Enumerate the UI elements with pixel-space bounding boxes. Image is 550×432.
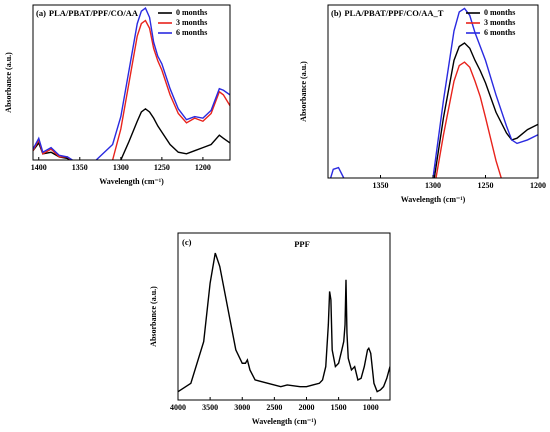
spectrum-line [435,61,502,178]
y-axis-label: Absorbance (a.u.) [299,61,308,122]
x-tick-label: 1300 [113,163,129,172]
panel-label: (c) [182,237,192,247]
legend-label: 3 months [484,18,515,27]
x-tick-label: 4000 [170,403,186,412]
x-axis-label: Wavelength (cm⁻¹) [99,177,164,186]
legend-label: 0 months [484,8,515,17]
x-tick-label: 1200 [195,163,211,172]
y-axis-label: Absorbance (a.u.) [4,52,13,113]
legend-label: 6 months [484,28,515,37]
x-tick-label: 1250 [154,163,170,172]
x-tick-label: 2500 [266,403,282,412]
legend-label: 0 months [176,8,207,17]
spectrum-line [33,19,230,160]
x-tick-label: 3000 [234,403,250,412]
x-tick-label: 1500 [331,403,347,412]
x-tick-label: 1350 [72,163,88,172]
plot-frame [32,4,231,161]
x-tick-label: 3500 [202,403,218,412]
spectrum-line [33,7,230,160]
panel-label: (b) [331,8,342,18]
x-axis-label: Wavelength (cm⁻¹) [252,417,317,426]
title-text: PLA/PBAT/PPF/CO/AA [49,8,139,18]
legend-label: 3 months [176,18,207,27]
x-tick-label: 1350 [373,181,389,190]
x-tick-label: 1200 [530,181,546,190]
y-axis-label: Absorbance (a.u.) [149,286,158,347]
title-text: PLA/PBAT/PPF/CO/AA_T [344,8,443,18]
legend-label: 6 months [176,28,207,37]
spectrum-line [433,42,538,178]
chart-title: (a) PLA/PBAT/PPF/CO/AA [36,8,139,18]
x-tick-label: 2000 [298,403,314,412]
x-tick-label: 1300 [425,181,441,190]
panel-label: (a) [36,8,46,18]
x-tick-label: 1000 [363,403,379,412]
chart-title: PPF [294,239,310,249]
x-axis-label: Wavelength (cm⁻¹) [401,195,466,204]
x-tick-label: 1400 [31,163,47,172]
x-tick-label: 1250 [478,181,494,190]
chart-title: (b) PLA/PBAT/PPF/CO/AA_T [331,8,444,18]
spectrum-line [178,252,390,393]
spectrum-line [329,7,538,178]
plot-frame [177,232,391,401]
